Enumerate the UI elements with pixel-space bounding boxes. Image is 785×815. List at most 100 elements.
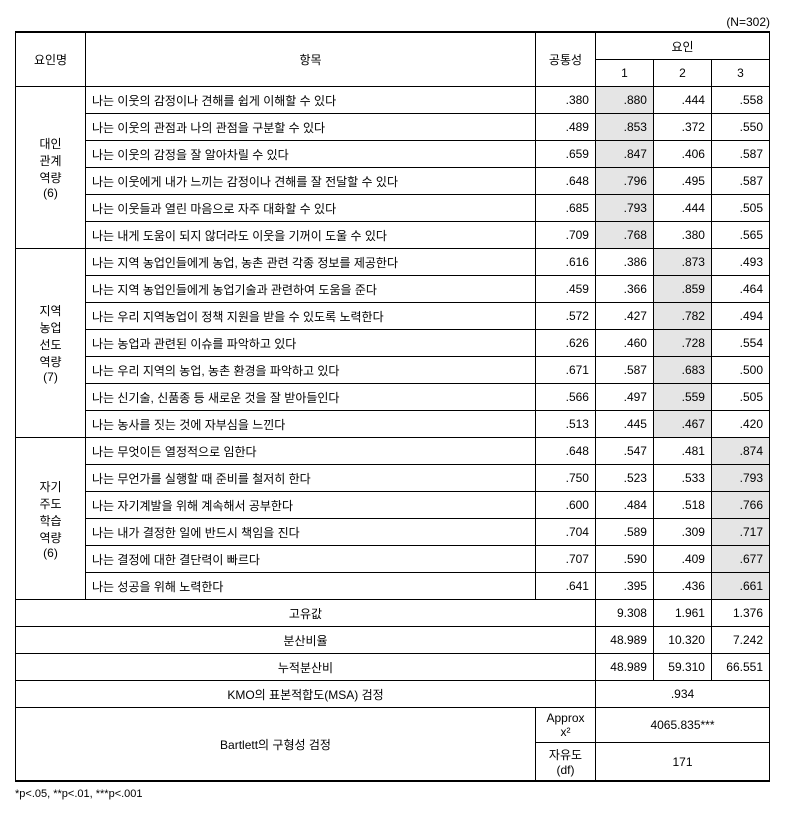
factor2-loading: .873: [653, 249, 711, 276]
factor3-loading: .493: [711, 249, 769, 276]
table-row: 나는 신기술, 신품종 등 새로운 것을 잘 받아들인다.566.497.559…: [16, 384, 770, 411]
factor1-loading: .768: [595, 222, 653, 249]
item-text: 나는 신기술, 신품종 등 새로운 것을 잘 받아들인다: [86, 384, 536, 411]
variance-row-label: 분산비율: [16, 627, 596, 654]
group-label: 지역농업선도역량(7): [16, 249, 86, 438]
factor3-loading: .500: [711, 357, 769, 384]
communality-value: .685: [535, 195, 595, 222]
table-row: 나는 이웃에게 내가 느끼는 감정이나 견해를 잘 전달할 수 있다.648.7…: [16, 168, 770, 195]
factor1-loading: .523: [595, 465, 653, 492]
header-factor: 요인: [595, 32, 769, 60]
factor2-loading: .859: [653, 276, 711, 303]
header-communality: 공통성: [535, 32, 595, 87]
kmo-value: .934: [595, 681, 769, 708]
factor-analysis-table: 요인명 항목 공통성 요인 1 2 3 대인관계역량(6)나는 이웃의 감정이나…: [15, 31, 770, 782]
factor2-loading: .728: [653, 330, 711, 357]
communality-value: .513: [535, 411, 595, 438]
communality-value: .626: [535, 330, 595, 357]
factor3-loading: .558: [711, 87, 769, 114]
factor2-loading: .309: [653, 519, 711, 546]
factor1-loading: .445: [595, 411, 653, 438]
item-text: 나는 자기계발을 위해 계속해서 공부한다: [86, 492, 536, 519]
table-row: 나는 성공을 위해 노력한다.641.395.436.661: [16, 573, 770, 600]
factor1-loading: .587: [595, 357, 653, 384]
item-text: 나는 이웃의 감정이나 견해를 쉽게 이해할 수 있다: [86, 87, 536, 114]
communality-value: .648: [535, 438, 595, 465]
factor2-loading: .409: [653, 546, 711, 573]
header-item: 항목: [86, 32, 536, 87]
eigenvalue-row-label: 고유값: [16, 600, 596, 627]
item-text: 나는 우리 지역농업이 정책 지원을 받을 수 있도록 노력한다: [86, 303, 536, 330]
communality-value: .750: [535, 465, 595, 492]
communality-value: .704: [535, 519, 595, 546]
factor3-loading: .505: [711, 384, 769, 411]
table-row: 대인관계역량(6)나는 이웃의 감정이나 견해를 쉽게 이해할 수 있다.380…: [16, 87, 770, 114]
table-row: 나는 농업과 관련된 이슈를 파악하고 있다.626.460.728.554: [16, 330, 770, 357]
eigenvalue-row-val-3: 1.376: [711, 600, 769, 627]
item-text: 나는 이웃의 관점과 나의 관점을 구분할 수 있다: [86, 114, 536, 141]
table-row: 나는 이웃의 관점과 나의 관점을 구분할 수 있다.489.853.372.5…: [16, 114, 770, 141]
factor2-loading: .406: [653, 141, 711, 168]
cumulative-variance-row-label: 누적분산비: [16, 654, 596, 681]
table-row: 나는 결정에 대한 결단력이 빠르다.707.590.409.677: [16, 546, 770, 573]
table-row: 나는 이웃의 감정을 잘 알아차릴 수 있다.659.847.406.587: [16, 141, 770, 168]
item-text: 나는 우리 지역의 농업, 농촌 환경을 파악하고 있다: [86, 357, 536, 384]
factor1-loading: .796: [595, 168, 653, 195]
communality-value: .709: [535, 222, 595, 249]
item-text: 나는 이웃들과 열린 마음으로 자주 대화할 수 있다: [86, 195, 536, 222]
table-row: 나는 이웃들과 열린 마음으로 자주 대화할 수 있다.685.793.444.…: [16, 195, 770, 222]
factor2-loading: .683: [653, 357, 711, 384]
communality-value: .380: [535, 87, 595, 114]
table-row: 나는 무언가를 실행할 때 준비를 철저히 한다.750.523.533.793: [16, 465, 770, 492]
group-label: 자기주도학습역량(6): [16, 438, 86, 600]
item-text: 나는 농업과 관련된 이슈를 파악하고 있다: [86, 330, 536, 357]
factor3-loading: .587: [711, 168, 769, 195]
factor3-loading: .661: [711, 573, 769, 600]
factor2-loading: .518: [653, 492, 711, 519]
variance-row-val-1: 48.989: [595, 627, 653, 654]
df-value: 171: [595, 743, 769, 782]
table-row: 나는 우리 지역농업이 정책 지원을 받을 수 있도록 노력한다.572.427…: [16, 303, 770, 330]
communality-value: .659: [535, 141, 595, 168]
factor1-loading: .793: [595, 195, 653, 222]
factor3-loading: .874: [711, 438, 769, 465]
factor3-loading: .554: [711, 330, 769, 357]
eigenvalue-row-val-1: 9.308: [595, 600, 653, 627]
factor3-loading: .505: [711, 195, 769, 222]
header-factorname: 요인명: [16, 32, 86, 87]
factor3-loading: .766: [711, 492, 769, 519]
variance-row-val-2: 10.320: [653, 627, 711, 654]
factor2-loading: .533: [653, 465, 711, 492]
cumulative-variance-row-val-1: 48.989: [595, 654, 653, 681]
group-label: 대인관계역량(6): [16, 87, 86, 249]
cumulative-variance-row-val-3: 66.551: [711, 654, 769, 681]
approx-chi2-value: 4065.835***: [595, 708, 769, 743]
item-text: 나는 성공을 위해 노력한다: [86, 573, 536, 600]
item-text: 나는 이웃에게 내가 느끼는 감정이나 견해를 잘 전달할 수 있다: [86, 168, 536, 195]
item-text: 나는 지역 농업인들에게 농업, 농촌 관련 각종 정보를 제공한다: [86, 249, 536, 276]
factor1-loading: .484: [595, 492, 653, 519]
communality-value: .572: [535, 303, 595, 330]
factor2-loading: .372: [653, 114, 711, 141]
factor2-loading: .782: [653, 303, 711, 330]
eigenvalue-row: 고유값9.3081.9611.376: [16, 600, 770, 627]
factor1-loading: .589: [595, 519, 653, 546]
table-row: 나는 우리 지역의 농업, 농촌 환경을 파악하고 있다.671.587.683…: [16, 357, 770, 384]
cumulative-variance-row: 누적분산비48.98959.31066.551: [16, 654, 770, 681]
factor2-loading: .495: [653, 168, 711, 195]
factor1-loading: .460: [595, 330, 653, 357]
approx-chi2-label: Approx x²: [535, 708, 595, 743]
item-text: 나는 지역 농업인들에게 농업기술과 관련하여 도움을 준다: [86, 276, 536, 303]
factor1-loading: .395: [595, 573, 653, 600]
significance-footnote: *p<.05, **p<.01, ***p<.001: [15, 788, 770, 800]
communality-value: .489: [535, 114, 595, 141]
table-row: 나는 내게 도움이 되지 않더라도 이웃을 기꺼이 도울 수 있다.709.76…: [16, 222, 770, 249]
factor3-loading: .420: [711, 411, 769, 438]
factor3-loading: .565: [711, 222, 769, 249]
kmo-label: KMO의 표본적합도(MSA) 검정: [16, 681, 596, 708]
communality-value: .600: [535, 492, 595, 519]
factor3-loading: .494: [711, 303, 769, 330]
variance-row: 분산비율48.98910.3207.242: [16, 627, 770, 654]
header-f1: 1: [595, 60, 653, 87]
bartlett-approx-row: Bartlett의 구형성 검정Approx x²4065.835***: [16, 708, 770, 743]
